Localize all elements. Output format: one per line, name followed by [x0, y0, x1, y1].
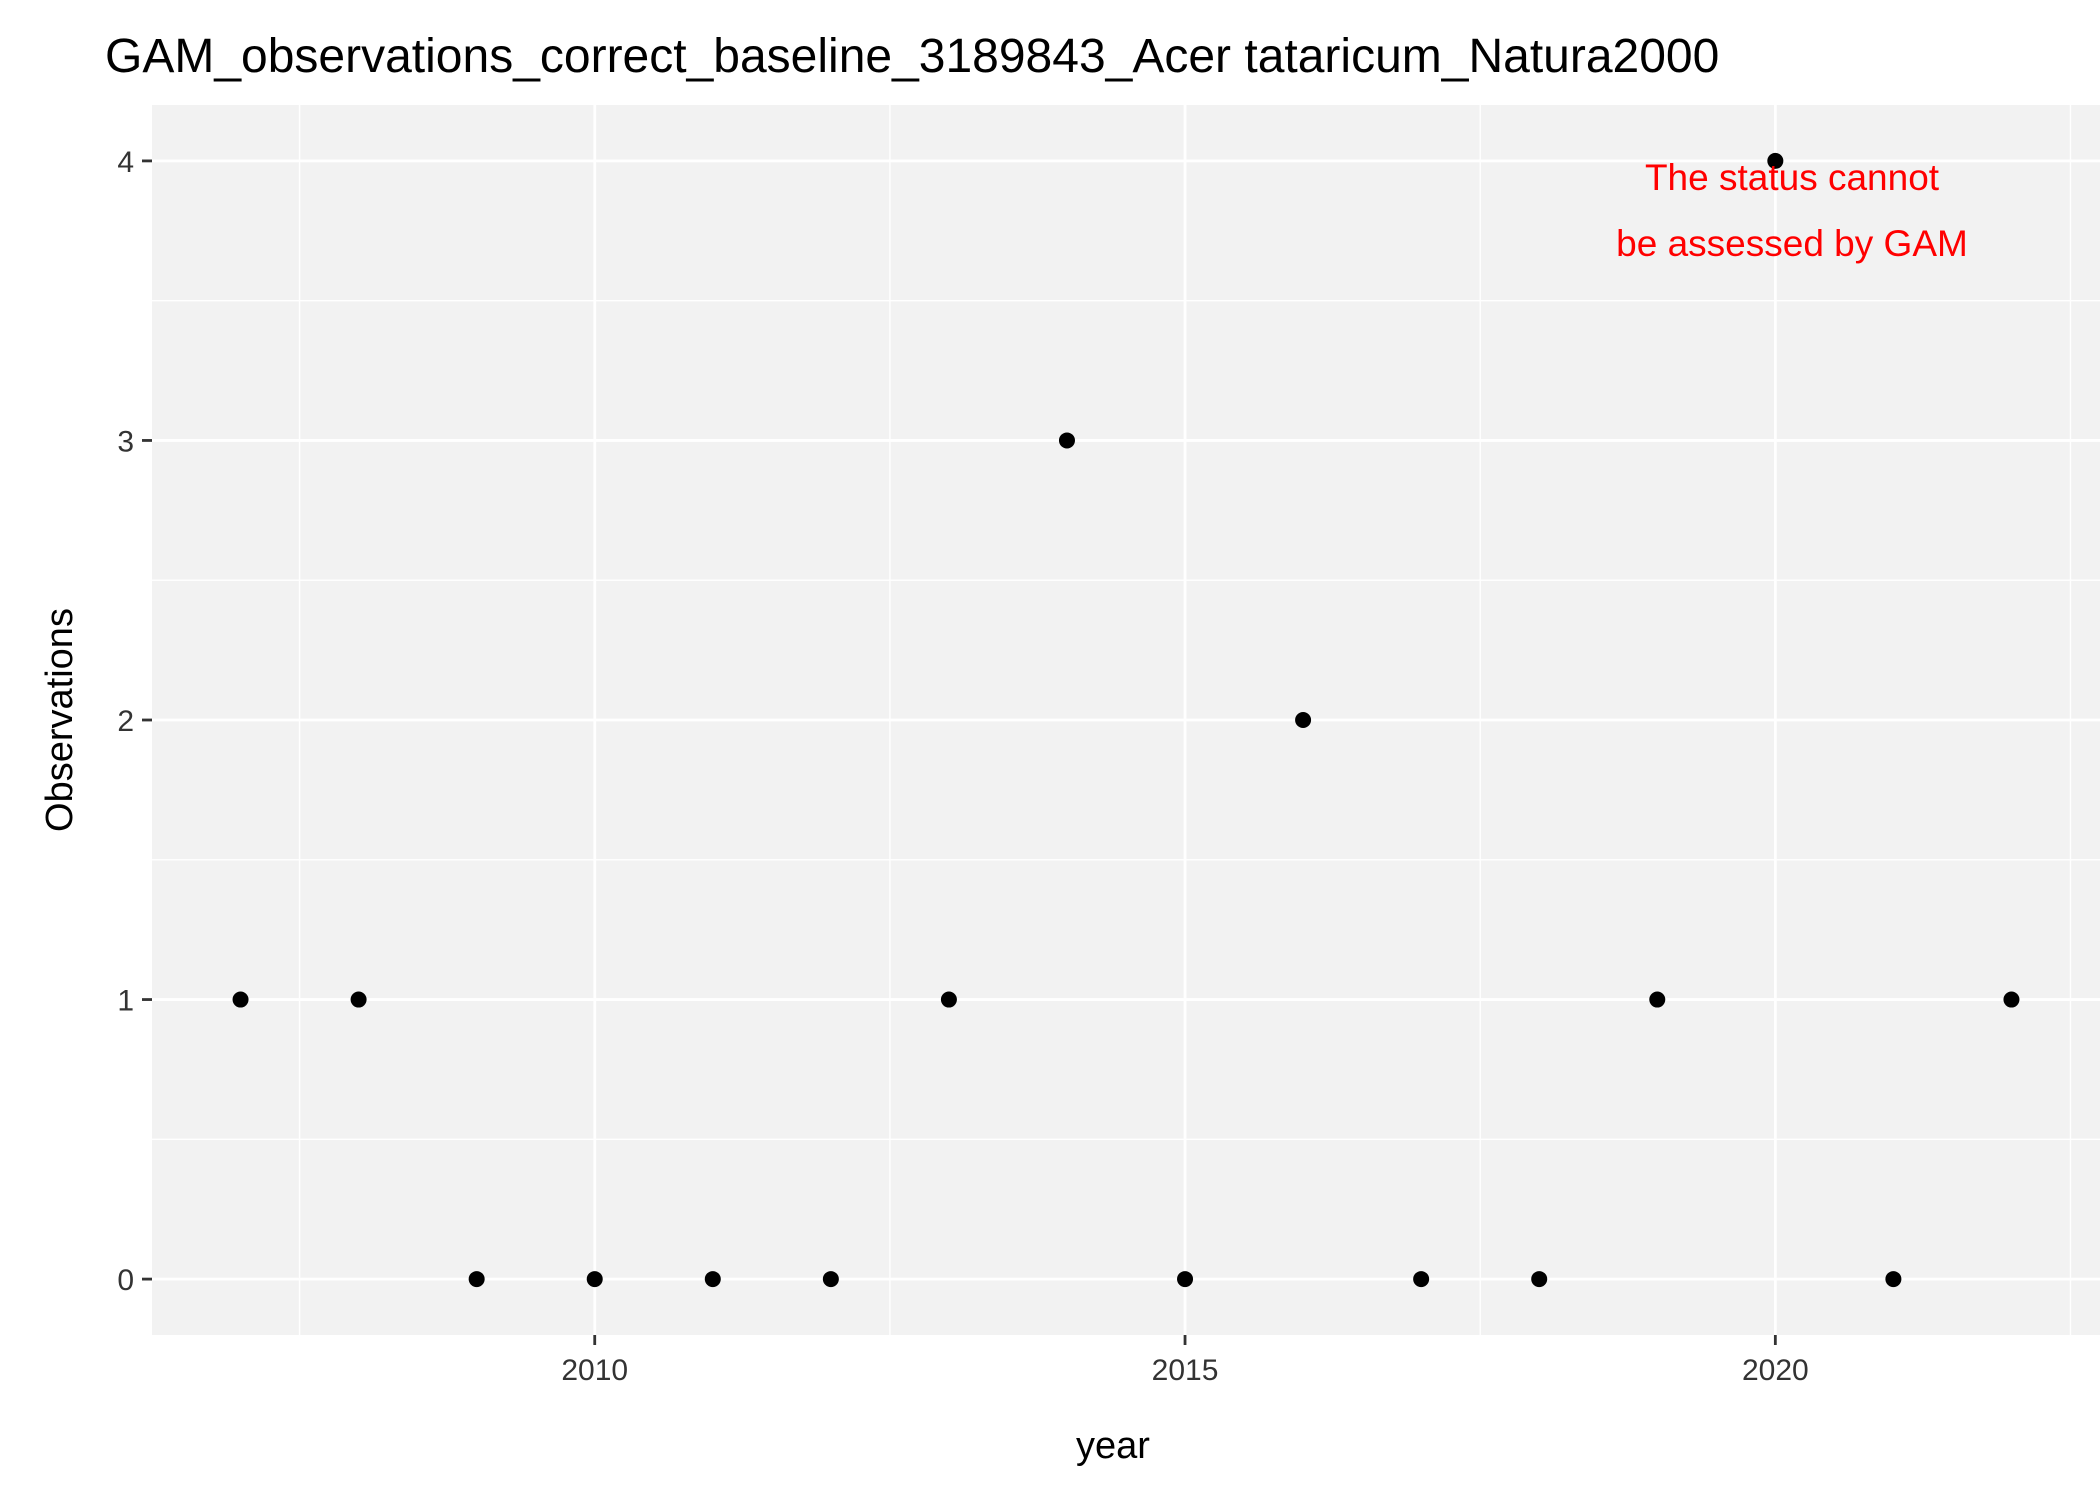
x-tick-label: 2010 — [561, 1354, 628, 1387]
x-axis-label: year — [1076, 1425, 1150, 1467]
y-tick-label: 2 — [117, 705, 134, 738]
y-axis: 0 1 2 3 4 — [117, 146, 152, 1297]
x-tick-label: 2015 — [1152, 1354, 1219, 1387]
y-tick-label: 3 — [117, 425, 134, 458]
annotation-line: The status cannot — [1645, 157, 1940, 198]
data-point-2017 — [1413, 1271, 1430, 1288]
data-point-2020 — [1767, 152, 1784, 169]
grid-major — [152, 105, 2100, 1335]
data-point-2021 — [1885, 1271, 1902, 1288]
data-point-2008 — [350, 991, 367, 1008]
data-point-2018 — [1531, 1271, 1548, 1288]
y-tick-label: 1 — [117, 985, 134, 1018]
data-point-2009 — [468, 1271, 485, 1288]
x-axis: 2010 2015 2020 — [561, 1335, 1809, 1387]
data-point-2010 — [586, 1271, 603, 1288]
data-point-2013 — [940, 991, 957, 1008]
x-tick-label: 2020 — [1742, 1354, 1809, 1387]
data-points — [232, 152, 2020, 1288]
y-tick-label: 4 — [117, 146, 134, 179]
annotation-line: be assessed by GAM — [1616, 223, 1968, 264]
data-point-2011 — [704, 1271, 721, 1288]
y-tick-label: 0 — [117, 1264, 134, 1297]
data-point-2015 — [1177, 1271, 1194, 1288]
data-point-2007 — [232, 991, 249, 1008]
data-point-2016 — [1295, 712, 1312, 728]
data-point-2019 — [1649, 991, 1666, 1008]
data-point-2014 — [1058, 432, 1075, 449]
chart-title: GAM_observations_correct_baseline_318984… — [105, 30, 1719, 83]
data-point-2012 — [822, 1271, 839, 1288]
status-annotation: The status cannot be assessed by GAM — [1616, 157, 1968, 264]
y-axis-label: Observations — [39, 608, 81, 832]
data-point-2022 — [2003, 991, 2020, 1008]
